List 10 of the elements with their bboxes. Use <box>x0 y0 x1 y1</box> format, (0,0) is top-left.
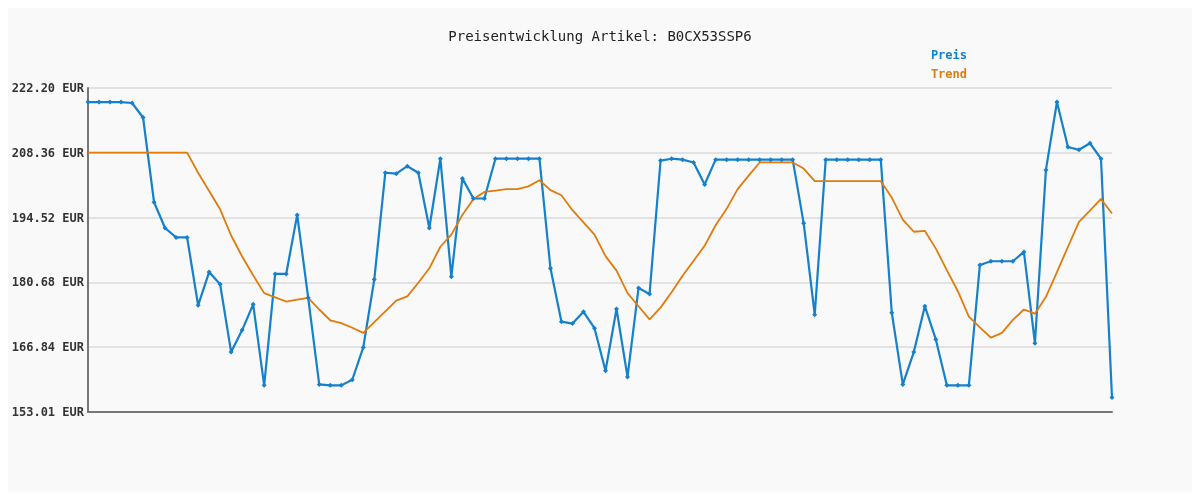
chart-title: Preisentwicklung Artikel: B0CX53SSP6 <box>448 28 752 44</box>
line-series <box>87 151 1113 339</box>
y-tick-label: 194.52 EUR <box>11 210 85 225</box>
y-tick-label: 180.68 EUR <box>11 275 85 290</box>
text: Trend <box>930 67 967 81</box>
y-tick-label: 208.36 EUR <box>11 145 85 160</box>
y-tick-label: 153.01 EUR <box>11 405 85 419</box>
text: Preis <box>930 48 967 62</box>
y-tick-label: 222.20 EUR <box>11 81 85 95</box>
y-tick-label: 166.84 EUR <box>11 340 85 355</box>
